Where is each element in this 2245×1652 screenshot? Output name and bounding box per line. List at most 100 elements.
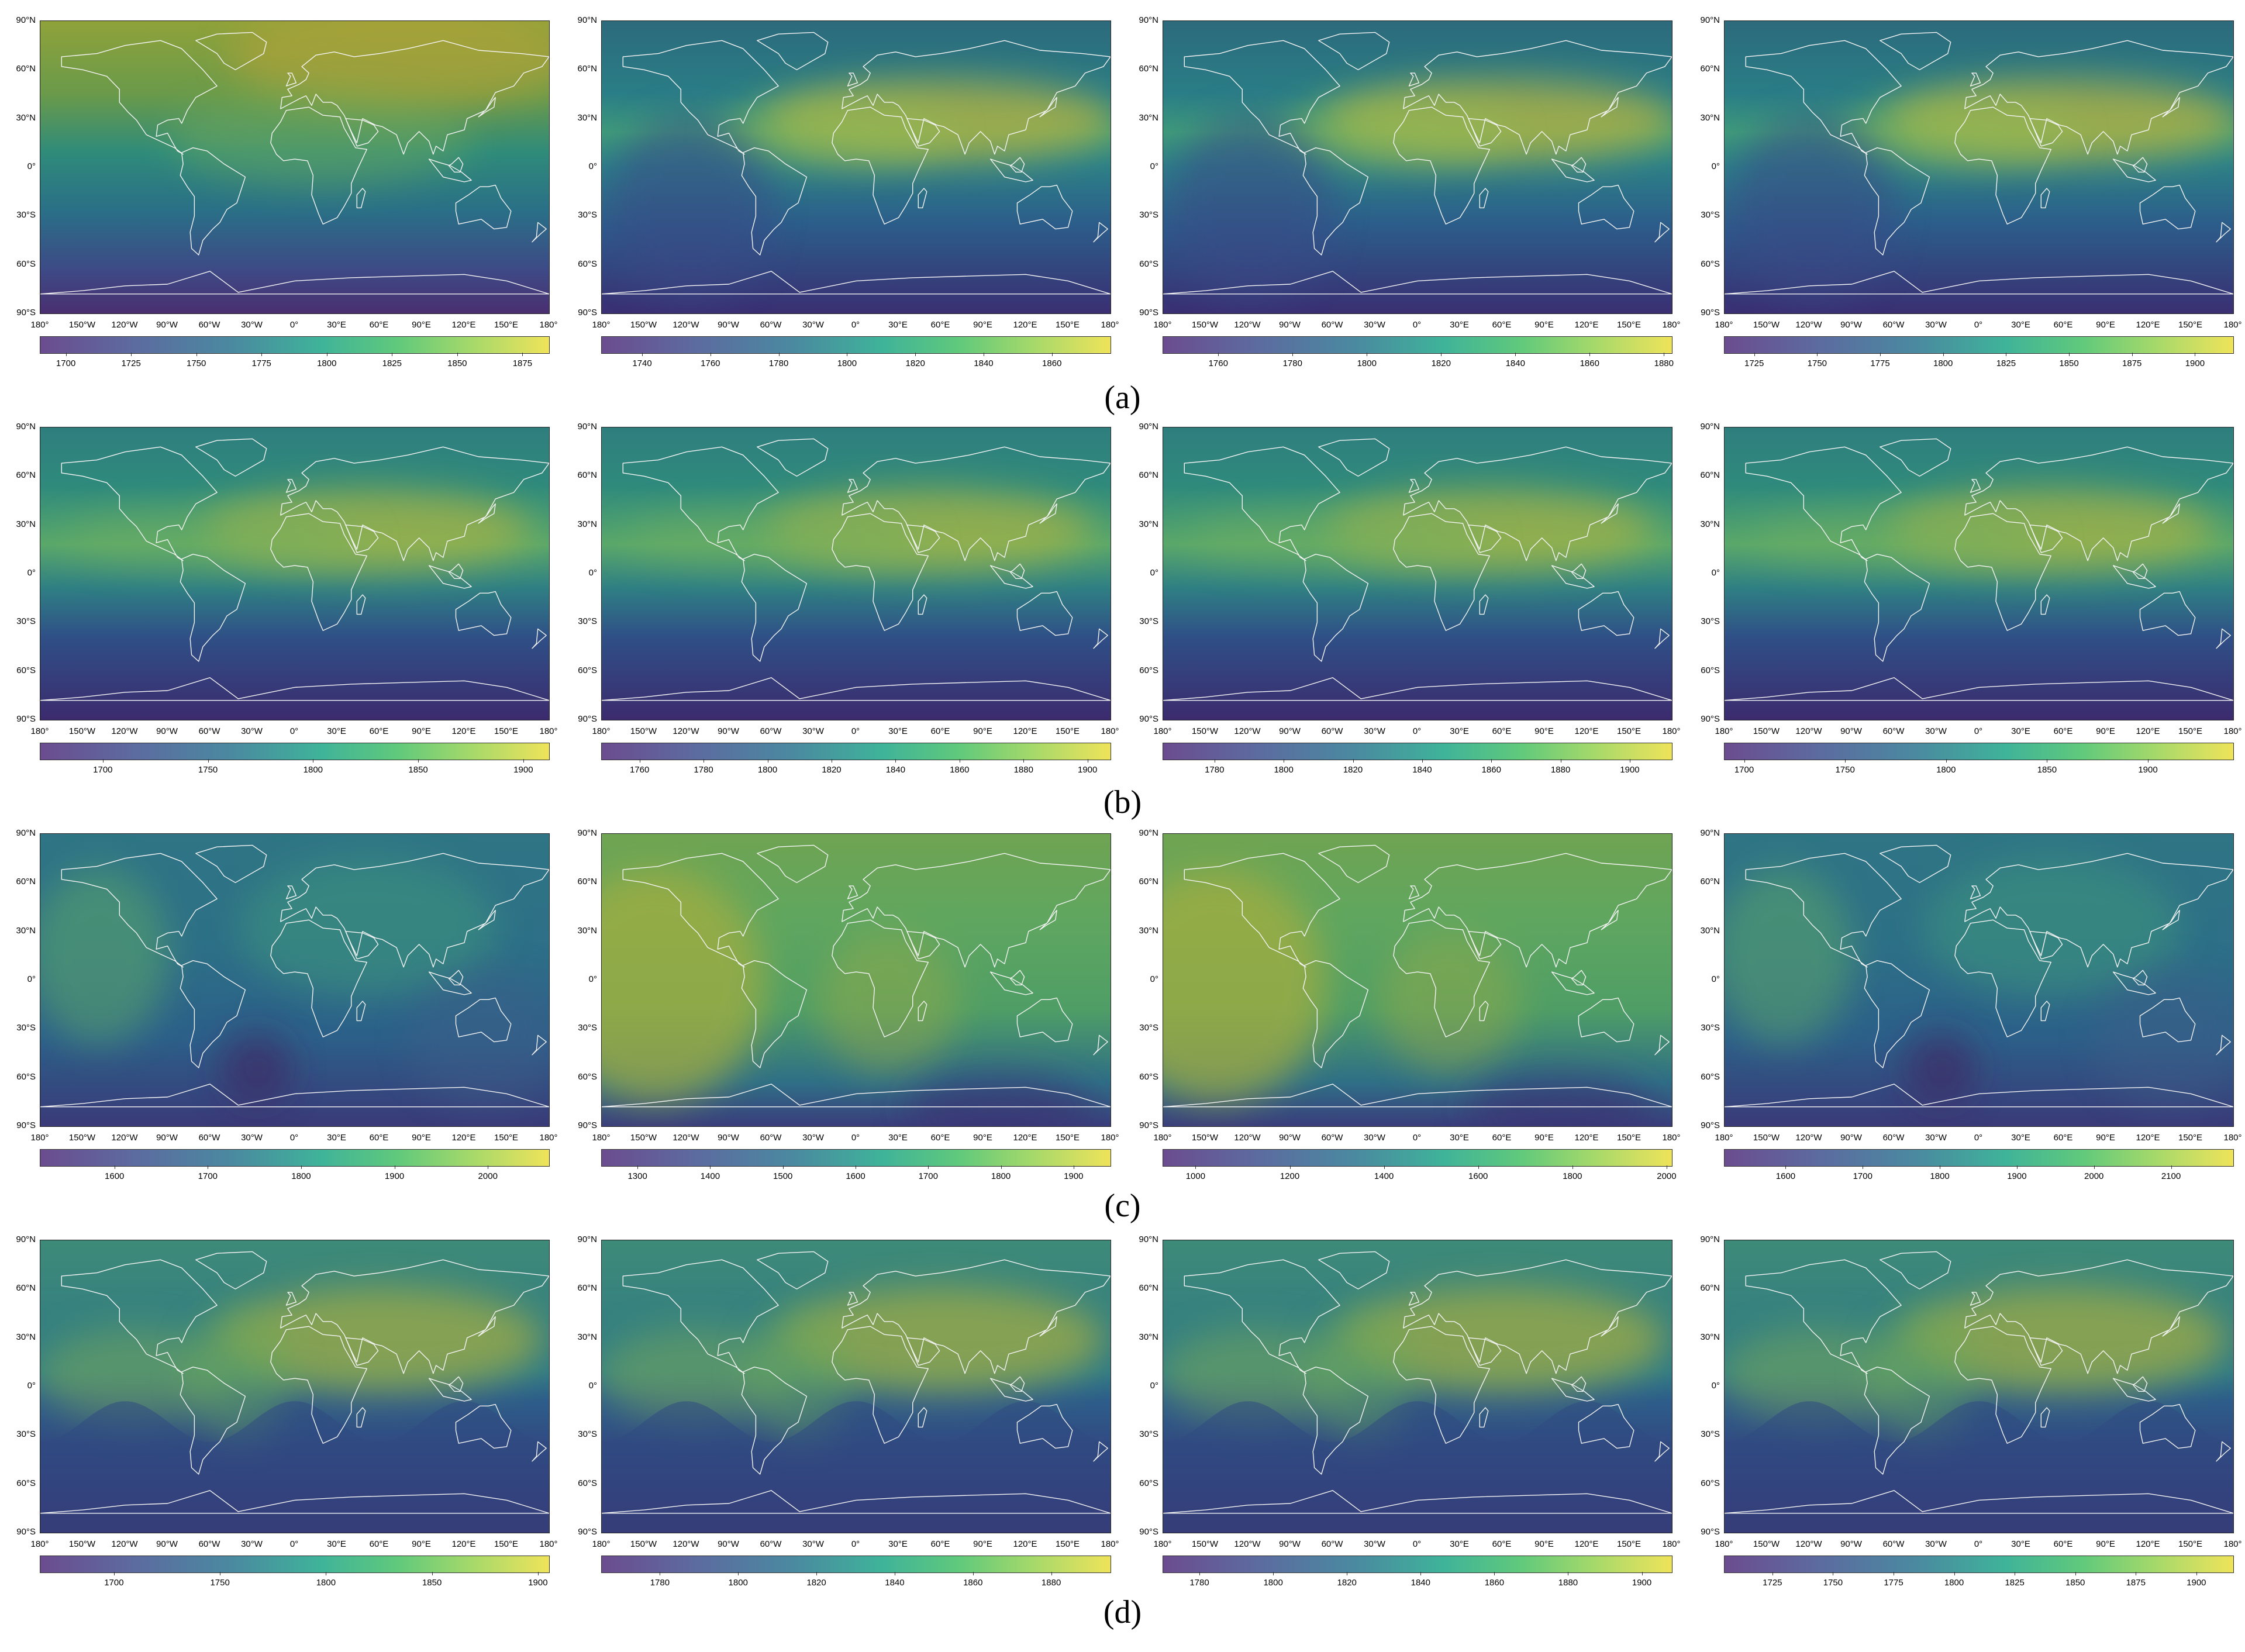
colorbar (1724, 336, 2234, 354)
longitude-tick-label: 30°W (1925, 1133, 1947, 1143)
map-panel: 90°N 60°N 30°N 0° 30°S 60°S 90°S 180° 150°W 120°W… (563, 16, 1119, 383)
longitude-tick-label: 120°W (1234, 726, 1261, 736)
colorbar-tick-mark (457, 353, 458, 356)
colorbar-tick-label: 1780 (650, 1578, 670, 1588)
longitude-tick-label: 90°W (718, 320, 739, 330)
coastline-borneo (1571, 563, 1587, 579)
coastline-greenland (1880, 438, 1951, 477)
longitude-tick-label: 0° (1412, 320, 1422, 330)
coastline-borneo (448, 1376, 464, 1392)
longitude-tick-label: 60°E (930, 1539, 950, 1549)
colorbar-tick-label: 1800 (1357, 358, 1377, 368)
longitude-tick-label: 120°E (451, 726, 476, 736)
concentration-map-plot (602, 21, 1111, 313)
coastline-africa (1954, 1326, 2051, 1444)
latitude-tick-label: 60°N (1139, 1283, 1158, 1294)
concentration-map-plot (1163, 427, 1672, 720)
longitude-tick-label: 120°E (1013, 320, 1037, 330)
longitude-tick-label: 120°E (1013, 726, 1037, 736)
coastline-indonesia (2112, 158, 2156, 182)
longitude-tick-label: 90°E (973, 726, 992, 736)
colorbar-tick-label: 1820 (1337, 1578, 1357, 1588)
colorbar-tick-label: 2000 (1657, 1171, 1677, 1181)
world-map (1163, 20, 1672, 314)
coastline-indonesia (1551, 1378, 1595, 1402)
longitude-tick-label: 30°W (241, 726, 263, 736)
colorbar-tick-mark (2148, 759, 2149, 763)
colorbar-tick-label: 1700 (104, 1578, 124, 1588)
colorbar-tick-label: 1780 (1282, 358, 1302, 368)
subfigure-label: (d) (1103, 1594, 1142, 1630)
coastline-africa (270, 919, 367, 1037)
concentration-field-blob (216, 1287, 543, 1392)
latitude-tick-label: 90°S (578, 1120, 597, 1130)
coastline-madagascar (1479, 1001, 1489, 1022)
field-background (40, 427, 549, 720)
coastline-africa (832, 919, 929, 1037)
coastline-madagascar (918, 594, 927, 615)
latitude-tick-label: 60°S (16, 1478, 36, 1488)
colorbar-tick-mark (738, 1572, 739, 1575)
concentration-field-blob (1380, 933, 1520, 1074)
coastline-greenland (1880, 32, 1951, 70)
colorbar-tick-mark (1589, 353, 1591, 356)
concentration-field-blob (719, 97, 953, 167)
coastline-uk (1408, 479, 1420, 493)
coastline-arabia (906, 118, 940, 147)
concentration-field-blob (602, 1328, 795, 1422)
concentration-map-plot (40, 1240, 549, 1533)
coastline-uk (847, 479, 858, 493)
colorbar-tick-label: 1900 (2007, 1171, 2027, 1181)
coastline-eurasia (280, 446, 549, 561)
colorbar-tick-label: 1740 (632, 358, 652, 368)
concentration-field-blob (1169, 115, 1333, 302)
longitude-tick-label: 60°W (760, 726, 782, 736)
longitude-tick-label: 120°E (1574, 1133, 1599, 1143)
longitude-tick-label: 90°W (1840, 726, 1862, 736)
colorbar-tick-mark (113, 1572, 115, 1575)
colorbar-tick-mark (1954, 1572, 1955, 1575)
coastline-indonesia (2112, 971, 2156, 995)
longitude-tick-label: 150°W (1191, 1539, 1219, 1549)
longitude-tick-label: 30°W (241, 1539, 263, 1549)
colorbar-tick-label: 1840 (974, 358, 994, 368)
longitude-tick-label: 120°E (2136, 1539, 2160, 1549)
coastline-north-america (61, 446, 218, 561)
concentration-map-plot (40, 427, 549, 720)
coastline-indonesia (428, 1378, 472, 1402)
concentration-field-blob (64, 509, 368, 568)
colorbar-tick-mark (2016, 1165, 2018, 1169)
longitude-tick-label: 120°E (1574, 320, 1599, 330)
coastline-arabia (906, 525, 940, 553)
map-panel: 90°N 60°N 30°N 0° 30°S 60°S 90°S 180° 150°W 120°W… (1686, 16, 2241, 383)
longitude-tick-label: 90°E (412, 320, 431, 330)
colorbar (601, 1149, 1111, 1167)
longitude-tick-label: 180° (592, 1133, 611, 1143)
coastline-uk (1408, 885, 1420, 899)
coastline-south-america (1302, 960, 1369, 1068)
longitude-tick-label: 150°W (68, 1539, 96, 1549)
longitude-tick-label: 120°W (111, 1133, 138, 1143)
latitude-tick-label: 60°N (16, 1283, 36, 1294)
longitude-tick-label: 180° (1715, 320, 1733, 330)
coastline-antarctica (602, 1490, 1111, 1514)
colorbar-tick-mark (1943, 353, 1944, 356)
longitude-tick-label: 30°W (1925, 1539, 1947, 1549)
colorbar-tick-mark (261, 353, 263, 356)
latitude-tick-label: 60°N (16, 877, 36, 887)
latitude-tick-label: 30°S (578, 210, 597, 220)
longitude-tick-label: 180° (1662, 320, 1681, 330)
latitude-tick-label: 30°N (1139, 925, 1158, 936)
longitude-tick-label: 60°E (2053, 320, 2073, 330)
longitude-tick-label: 180° (1153, 320, 1172, 330)
coastline-greenland (757, 1251, 829, 1289)
colorbar-tick-mark (208, 759, 209, 763)
coastline-borneo (1571, 970, 1587, 985)
concentration-field-blob (748, 1310, 853, 1439)
world-map (601, 427, 1111, 720)
longitude-tick-label: 120°E (2136, 1133, 2160, 1143)
colorbar-tick-label: 1850 (408, 765, 428, 775)
coastline-arabia (906, 931, 940, 960)
colorbar-tick-mark (1641, 1572, 1643, 1575)
latitude-tick-label: 30°S (578, 616, 597, 627)
